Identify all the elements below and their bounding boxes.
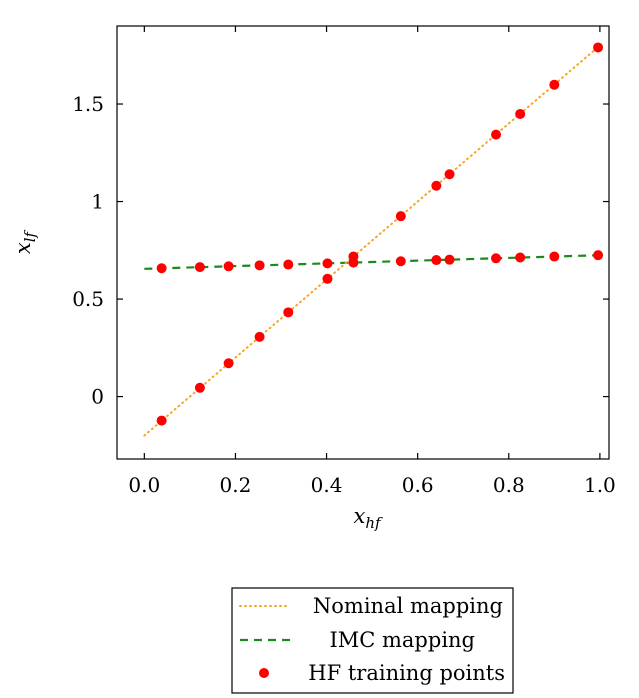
x-tick-label: 1.0 bbox=[584, 473, 616, 497]
hf-training-point bbox=[593, 42, 603, 52]
hf-training-point bbox=[396, 256, 406, 266]
legend: Nominal mapping IMC mapping HF training … bbox=[232, 588, 513, 693]
y-axis-label: xlf bbox=[11, 229, 39, 254]
hf-training-point bbox=[445, 169, 455, 179]
hf-training-point bbox=[491, 253, 501, 263]
hf-training-point bbox=[255, 260, 265, 270]
hf-training-point bbox=[283, 260, 293, 270]
legend-hf-label: HF training points bbox=[308, 661, 505, 685]
y-axis-label-main: x bbox=[11, 242, 35, 254]
hf-training-point bbox=[445, 255, 455, 265]
hf-training-point bbox=[224, 358, 234, 368]
legend-nominal-label: Nominal mapping bbox=[313, 594, 503, 618]
x-tick-label: 0.4 bbox=[311, 473, 343, 497]
hf-training-point bbox=[549, 252, 559, 262]
x-tick-label: 0.0 bbox=[128, 473, 160, 497]
x-tick-label: 0.2 bbox=[220, 473, 252, 497]
hf-training-point bbox=[348, 258, 358, 268]
hf-training-point bbox=[322, 274, 332, 284]
hf-training-point bbox=[515, 253, 525, 263]
hf-training-point bbox=[224, 261, 234, 271]
hf-training-point bbox=[396, 211, 406, 221]
hf-training-point bbox=[431, 255, 441, 265]
x-tick-label: 0.8 bbox=[493, 473, 525, 497]
y-tick-label: 0.5 bbox=[72, 287, 104, 311]
hf-training-point bbox=[195, 262, 205, 272]
x-axis-label-main: x bbox=[353, 504, 365, 528]
x-axis-label: xhf bbox=[353, 504, 383, 532]
hf-training-point bbox=[195, 383, 205, 393]
hf-training-point bbox=[157, 263, 167, 273]
hf-training-point bbox=[431, 181, 441, 191]
x-tick-label: 0.6 bbox=[402, 473, 434, 497]
plot-frame bbox=[117, 26, 609, 459]
nominal-mapping-line bbox=[144, 46, 600, 436]
hf-training-point bbox=[593, 250, 603, 260]
hf-training-point bbox=[283, 307, 293, 317]
series-layer bbox=[144, 42, 603, 435]
imc-mapping-line bbox=[144, 255, 600, 269]
hf-training-point bbox=[491, 130, 501, 140]
legend-imc-label: IMC mapping bbox=[329, 628, 475, 652]
x-axis-label-sub: hf bbox=[365, 514, 383, 532]
y-tick-label: 1 bbox=[91, 190, 104, 214]
y-axis: 0 0.5 1 1.5 bbox=[72, 92, 609, 409]
hf-training-point bbox=[322, 258, 332, 268]
legend-hf-marker bbox=[259, 668, 269, 678]
hf-training-point bbox=[515, 109, 525, 119]
hf-training-point bbox=[255, 332, 265, 342]
y-axis-label-sub: lf bbox=[21, 229, 39, 242]
y-tick-label: 1.5 bbox=[72, 92, 104, 116]
hf-training-point bbox=[157, 416, 167, 426]
hf-training-point bbox=[549, 80, 559, 90]
y-tick-label: 0 bbox=[91, 385, 104, 409]
